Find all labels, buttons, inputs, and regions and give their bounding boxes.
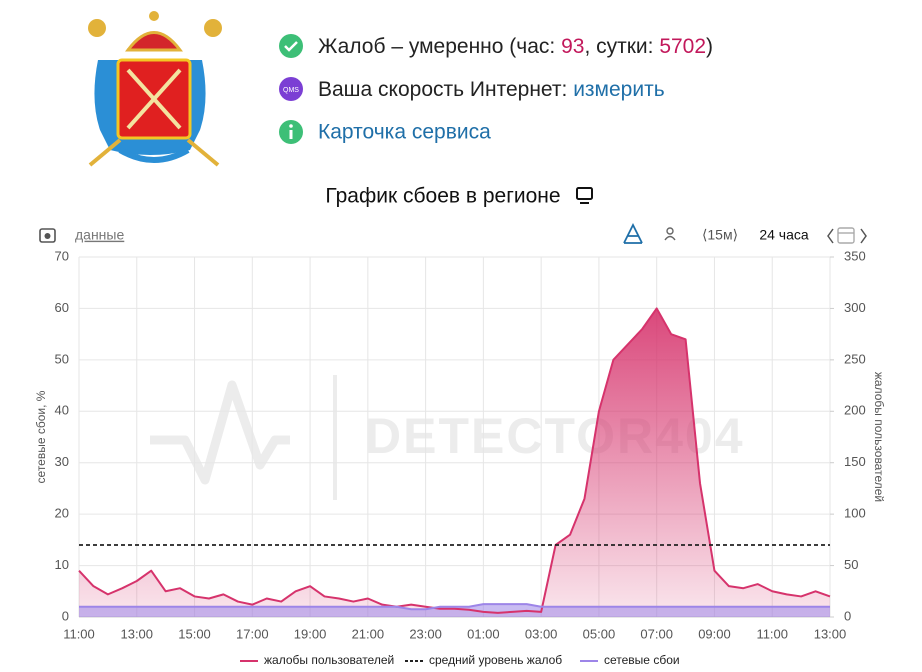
- y2-tick-label: 200: [844, 403, 866, 418]
- x-tick-label: 13:00: [814, 626, 847, 641]
- y2-tick-label: 350: [844, 248, 866, 263]
- x-tick-label: 11:00: [63, 626, 95, 641]
- legend-label: средний уровень жалоб: [429, 653, 562, 667]
- status-prefix: Жалоб – умеренно (час:: [318, 35, 561, 58]
- info-glyph: [289, 130, 293, 139]
- x-tick-label: 03:00: [525, 626, 558, 641]
- y-tick-label: 30: [55, 454, 69, 469]
- y2-tick-label: 50: [844, 557, 858, 572]
- user-icon[interactable]: [664, 227, 676, 241]
- day-count: 5702: [659, 35, 706, 58]
- x-tick-label: 21:00: [352, 626, 385, 641]
- series-line: [79, 603, 830, 611]
- x-tick-label: 07:00: [640, 626, 673, 641]
- series-area: [79, 308, 830, 617]
- data-link[interactable]: данные: [75, 227, 124, 243]
- check-mark: [284, 41, 298, 52]
- speed-label: Ваша скорость Интернет:: [318, 78, 573, 101]
- next-button[interactable]: [860, 228, 867, 244]
- calendar-icon[interactable]: [837, 227, 855, 244]
- y-axis-title: сетевые сбои, %: [34, 390, 48, 483]
- measure-link[interactable]: измерить: [573, 78, 665, 101]
- x-tick-label: 09:00: [698, 626, 731, 641]
- x-tick-label: 17:00: [236, 626, 269, 641]
- info-glyph-dot: [289, 124, 293, 128]
- x-tick-label: 19:00: [294, 626, 327, 641]
- y-tick-label: 10: [55, 557, 69, 572]
- service-card-link[interactable]: Карточка сервиса: [318, 121, 491, 144]
- status-suffix: ): [706, 35, 713, 58]
- legend-label: сетевые сбои: [604, 653, 680, 667]
- camera-icon[interactable]: [39, 228, 56, 243]
- x-tick-label: 11:00: [756, 626, 788, 641]
- status-icon: [279, 34, 303, 58]
- qms-icon: [279, 77, 303, 101]
- prev-button[interactable]: [827, 228, 834, 244]
- qms-icon-label: QMS: [283, 87, 299, 94]
- y-tick-label: 20: [55, 506, 69, 521]
- y2-axis-title: жалобы пользователей: [872, 372, 886, 502]
- y2-tick-label: 250: [844, 351, 866, 366]
- period-button[interactable]: 24 часа: [759, 227, 809, 243]
- interval-button[interactable]: ⟨15м⟩: [702, 227, 738, 243]
- series-line: [78, 307, 831, 614]
- monitor-icon: [576, 187, 593, 204]
- y2-tick-label: 150: [844, 454, 866, 469]
- speed-text: Ваша скорость Интернет: измерить: [318, 78, 665, 101]
- x-tick-label: 01:00: [467, 626, 500, 641]
- watermark-logo: [150, 380, 290, 485]
- chart-mode-icon[interactable]: [623, 222, 643, 244]
- status-text: Жалоб – умеренно (час: 93, сутки: 5702): [318, 35, 713, 58]
- hour-count: 93: [561, 35, 584, 58]
- x-tick-label: 23:00: [409, 626, 442, 641]
- y-tick-label: 0: [62, 608, 69, 623]
- x-tick-label: 15:00: [178, 626, 211, 641]
- legend-label: жалобы пользователей: [264, 653, 394, 667]
- y2-tick-label: 300: [844, 300, 866, 315]
- chart-title: График сбоев в регионе: [325, 185, 560, 208]
- y-tick-label: 70: [55, 248, 69, 263]
- y2-tick-label: 0: [844, 608, 851, 623]
- x-tick-label: 13:00: [120, 626, 153, 641]
- x-tick-label: 05:00: [583, 626, 616, 641]
- status-middle: , сутки:: [584, 35, 659, 58]
- y-tick-label: 40: [55, 403, 69, 418]
- y2-tick-label: 100: [844, 506, 866, 521]
- y-tick-label: 60: [55, 300, 69, 315]
- emblem: [88, 11, 222, 167]
- y-tick-label: 50: [55, 351, 69, 366]
